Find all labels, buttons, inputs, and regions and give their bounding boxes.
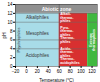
svg-text:Pyro-thermo-philesThermo-phile: Pyro-thermo-philesThermo-philes bbox=[60, 26, 75, 44]
svg-text:60: 60 bbox=[57, 69, 63, 74]
svg-text:12: 12 bbox=[7, 11, 13, 16]
svg-text:pH: pH bbox=[2, 33, 7, 39]
svg-text:100: 100 bbox=[77, 69, 85, 74]
svg-text:8: 8 bbox=[10, 29, 13, 34]
svg-text:4: 4 bbox=[10, 46, 13, 51]
svg-text:−20: −20 bbox=[12, 69, 20, 74]
svg-text:Alkali-thermo-philes: Alkali-thermo-philes bbox=[60, 12, 74, 23]
svg-text:0: 0 bbox=[25, 69, 28, 74]
svg-text:14: 14 bbox=[7, 2, 13, 7]
svg-text:2: 2 bbox=[10, 55, 13, 60]
svg-text:120: 120 bbox=[88, 69, 96, 74]
svg-text:Mesophiles: Mesophiles bbox=[26, 31, 50, 36]
svg-text:Alkaliphiles: Alkaliphiles bbox=[26, 15, 49, 20]
svg-text:Extremethermophiles: Extremethermophiles bbox=[89, 29, 97, 51]
svg-text:40: 40 bbox=[46, 69, 52, 74]
svg-text:10: 10 bbox=[7, 20, 13, 25]
svg-text:Temperature (°C): Temperature (°C) bbox=[39, 78, 74, 82]
svg-text:Psychrophiles: Psychrophiles bbox=[16, 27, 21, 52]
svg-text:20: 20 bbox=[35, 69, 41, 74]
svg-text:6: 6 bbox=[10, 37, 13, 42]
svg-text:Abiotic zone: Abiotic zone bbox=[42, 6, 72, 12]
svg-text:Acidophiles: Acidophiles bbox=[26, 53, 50, 58]
svg-text:80: 80 bbox=[68, 69, 74, 74]
svg-text:Acido-thermo-philesThermo-acid: Acido-thermo-philesThermo-acidophiles bbox=[60, 47, 79, 65]
svg-text:0: 0 bbox=[10, 64, 13, 69]
